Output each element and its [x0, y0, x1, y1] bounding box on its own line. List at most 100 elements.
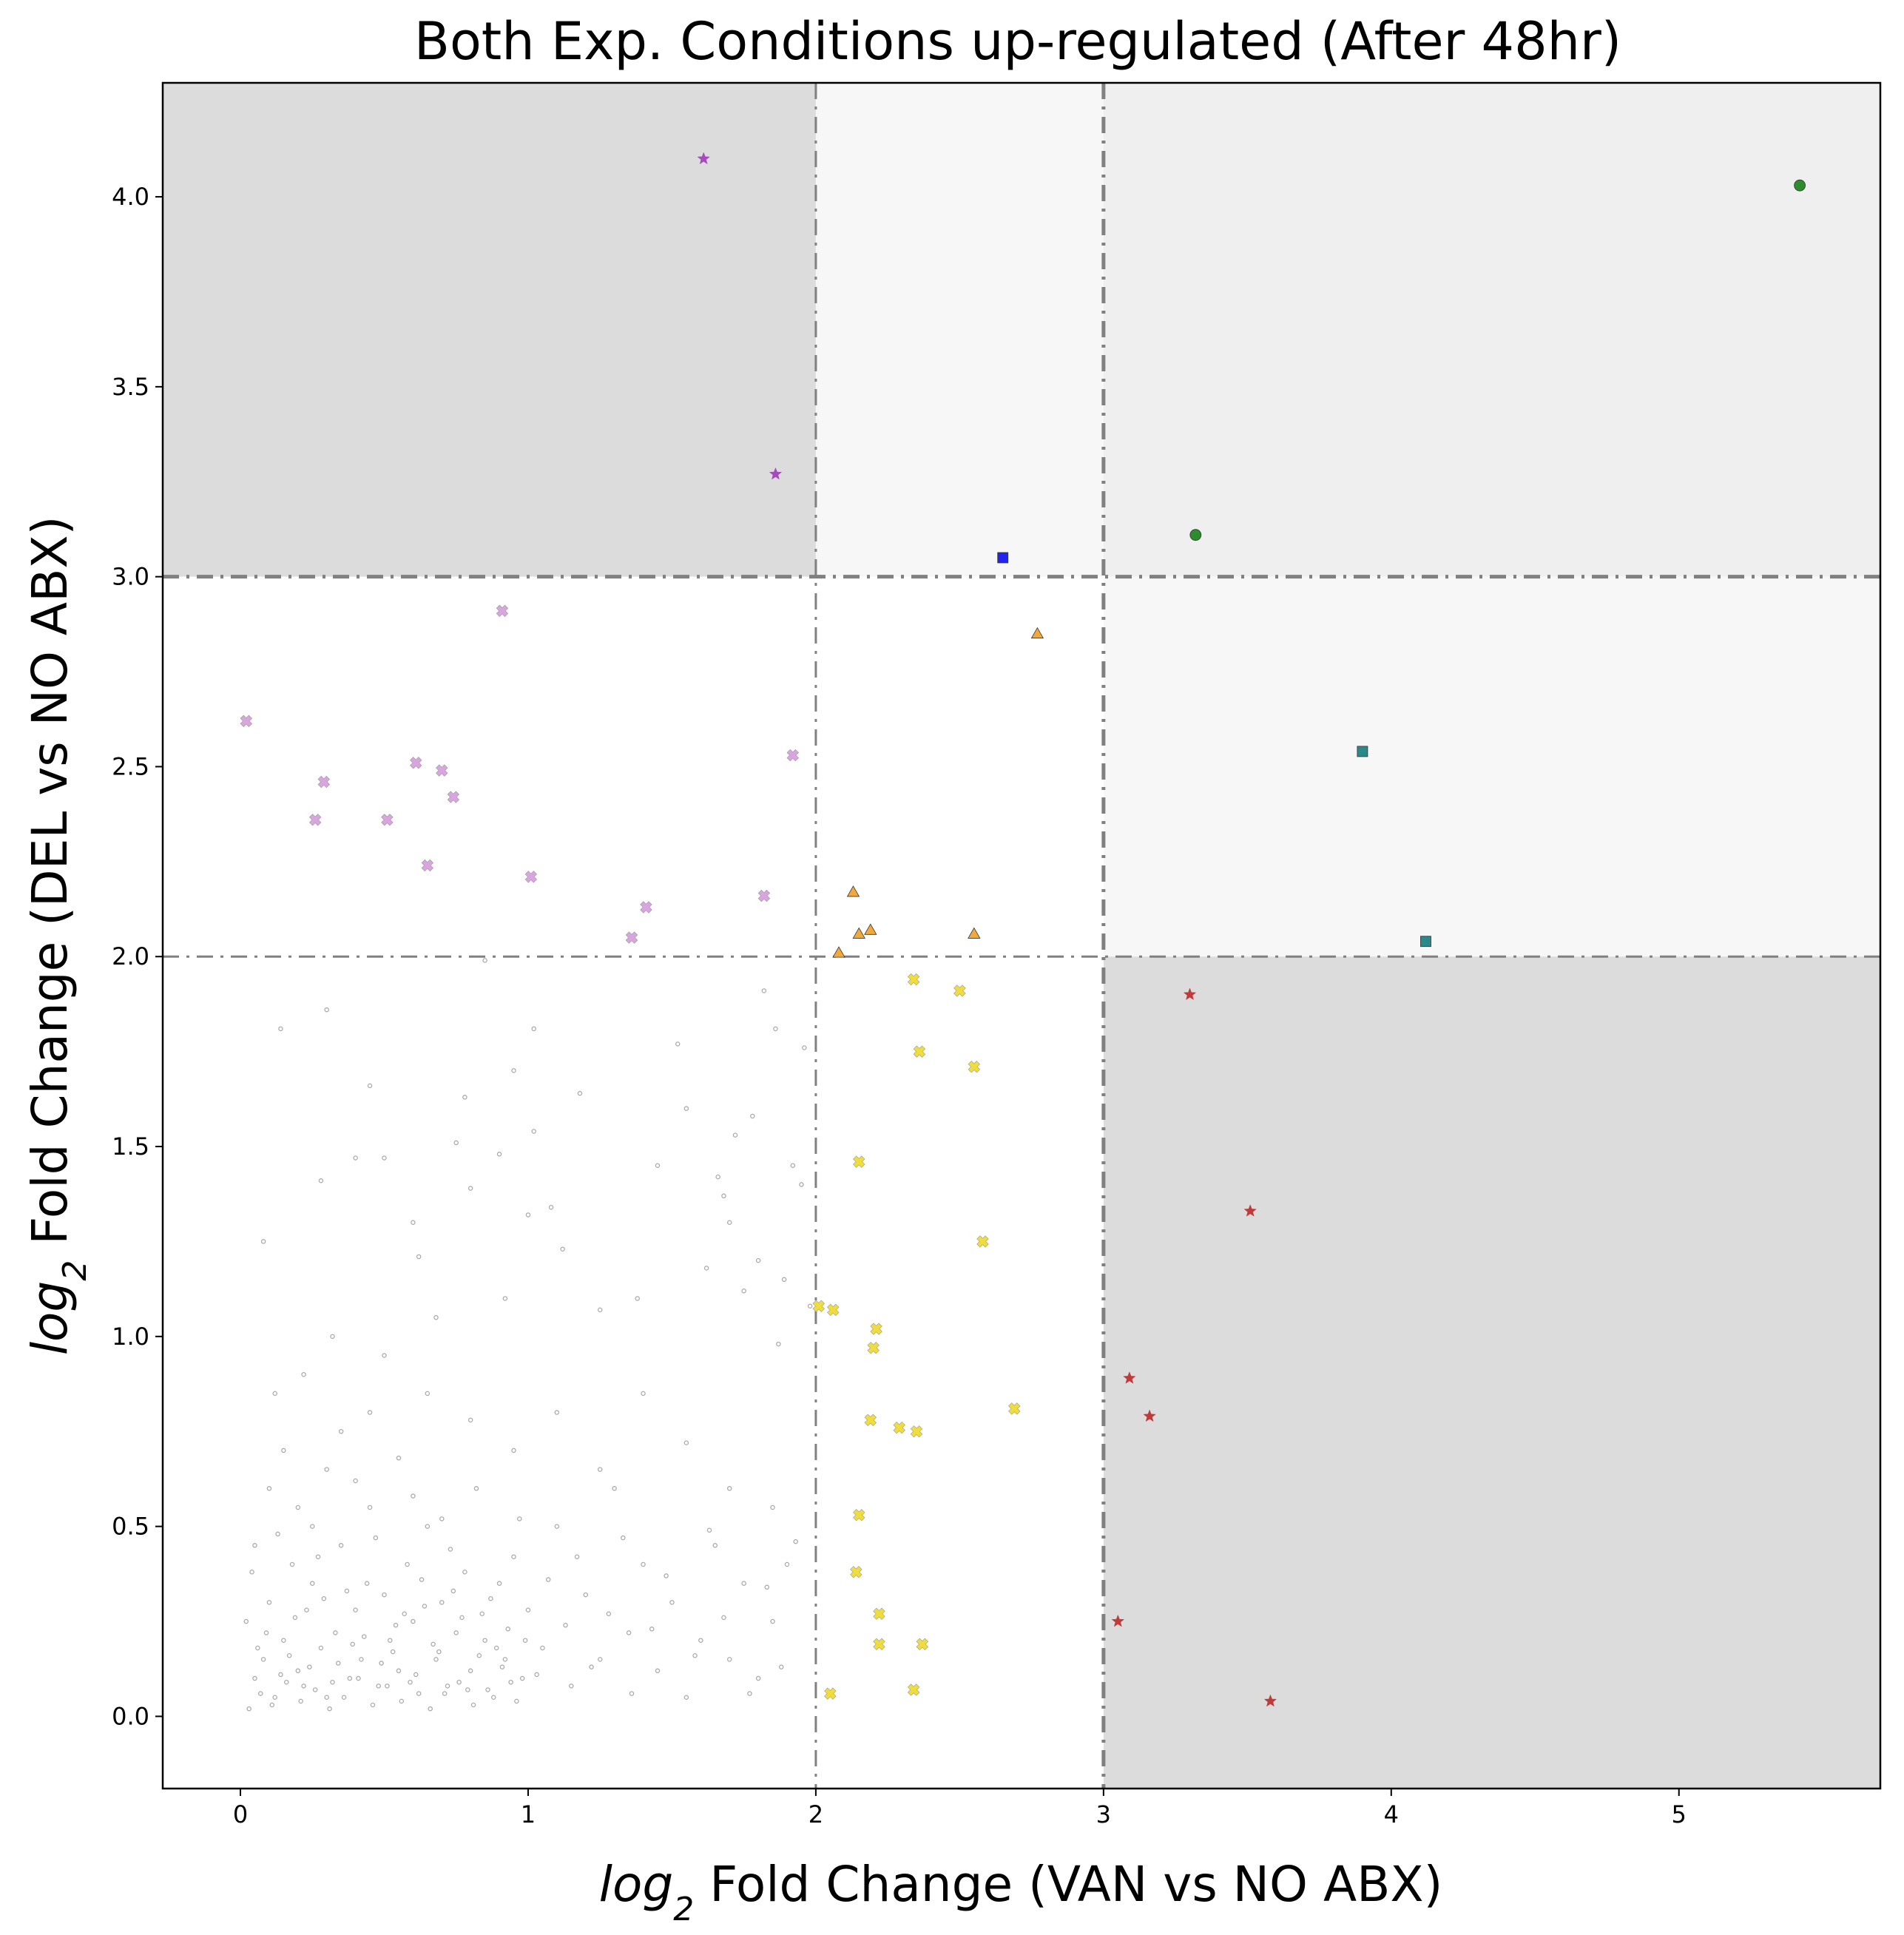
background-point [269, 1702, 275, 1708]
background-point [799, 1182, 804, 1187]
background-point [612, 1486, 617, 1491]
x-point [317, 775, 331, 788]
y-tick-label: 1.5 [112, 1132, 149, 1161]
background-point [450, 1588, 456, 1594]
background-point [776, 1341, 781, 1347]
background-point [324, 1007, 329, 1013]
background-point [382, 1155, 387, 1161]
background-point [367, 1410, 373, 1415]
background-point [453, 1630, 459, 1635]
background-point [807, 1303, 813, 1308]
x-point [1008, 1402, 1021, 1415]
background-point [396, 1668, 402, 1674]
x-tick-label: 0 [233, 1800, 248, 1828]
background-point [419, 1577, 425, 1582]
x-point [968, 1060, 981, 1073]
background-point [781, 1277, 787, 1283]
background-point [321, 1595, 327, 1601]
background-point [310, 1581, 315, 1586]
background-point [330, 1679, 335, 1685]
x-point [640, 901, 652, 914]
background-point [577, 1090, 583, 1096]
background-point [364, 1581, 370, 1586]
x-axis-ticks: 0 1 2 3 4 5 [233, 1789, 1687, 1828]
background-point [574, 1554, 580, 1559]
background-point [482, 958, 487, 963]
background-point [470, 1702, 476, 1708]
background-point [629, 1691, 635, 1696]
y-tick-label: 0.0 [112, 1702, 149, 1730]
data-points [240, 152, 1806, 1712]
x-point [953, 985, 966, 997]
background-point [683, 1695, 689, 1700]
background-point [289, 1561, 295, 1567]
background-point [531, 1129, 536, 1134]
y-tick-label: 0.5 [112, 1513, 149, 1541]
star-point [697, 152, 710, 165]
triangle-point [1030, 627, 1044, 639]
background-point [442, 1691, 448, 1696]
x-point [524, 871, 538, 883]
x-point [447, 791, 460, 803]
background-point [272, 1695, 277, 1700]
background-point [726, 1657, 732, 1662]
background-point [416, 1254, 422, 1260]
background-point [508, 1679, 513, 1685]
background-point [255, 1645, 260, 1651]
background-point [764, 1584, 770, 1590]
background-point [318, 1645, 324, 1651]
background-point [373, 1535, 379, 1541]
background-point [367, 1505, 373, 1510]
background-point [606, 1611, 612, 1617]
background-point [257, 1691, 263, 1696]
y-axis-title: log2 Fold Change (DEL vs NO ABX) [21, 516, 94, 1356]
background-point [626, 1630, 632, 1635]
x-point [381, 814, 394, 826]
background-point [517, 1516, 522, 1522]
background-point [367, 1083, 373, 1089]
y-tick-label: 2.0 [112, 942, 149, 970]
background-point [669, 1600, 675, 1605]
background-point [301, 1684, 306, 1689]
background-point [411, 1618, 416, 1624]
background-point [295, 1668, 301, 1674]
background-point [703, 1266, 709, 1271]
star-point [1111, 1614, 1125, 1627]
background-point [344, 1588, 350, 1594]
background-point [408, 1679, 413, 1685]
background-point [545, 1577, 551, 1582]
background-point [473, 1486, 479, 1491]
background-point [370, 1702, 376, 1708]
y-tick-label: 2.5 [112, 752, 149, 780]
background-point [706, 1527, 712, 1533]
y-axis-ticks: 0.0 0.5 1.0 1.5 2.0 2.5 3.0 3.5 4.0 [112, 183, 163, 1730]
background-point [298, 1698, 303, 1704]
circle-point [1794, 179, 1806, 192]
x-point [853, 1155, 865, 1168]
background-point [252, 1543, 257, 1548]
background-point [726, 1486, 732, 1491]
background-point [683, 1440, 689, 1445]
x-tick-label: 3 [1096, 1800, 1111, 1828]
background-point [511, 1554, 516, 1559]
shaded-region [1103, 956, 1880, 1789]
background-point [641, 1561, 646, 1567]
x-point [421, 859, 434, 872]
x-point [864, 1414, 877, 1427]
star-point [1123, 1371, 1136, 1384]
background-point [467, 1668, 473, 1674]
threshold-lines [163, 83, 1880, 1789]
x-point [308, 814, 322, 826]
triangle-point [846, 885, 860, 897]
background-point [597, 1467, 603, 1472]
triangle-point [864, 923, 877, 935]
background-point [286, 1652, 292, 1658]
background-point [514, 1698, 519, 1704]
x-point [870, 1323, 882, 1335]
square-point [997, 552, 1009, 564]
background-point [761, 988, 767, 993]
background-point [312, 1687, 318, 1692]
x-tick-label: 5 [1672, 1800, 1687, 1828]
shaded-regions [163, 83, 1880, 1789]
